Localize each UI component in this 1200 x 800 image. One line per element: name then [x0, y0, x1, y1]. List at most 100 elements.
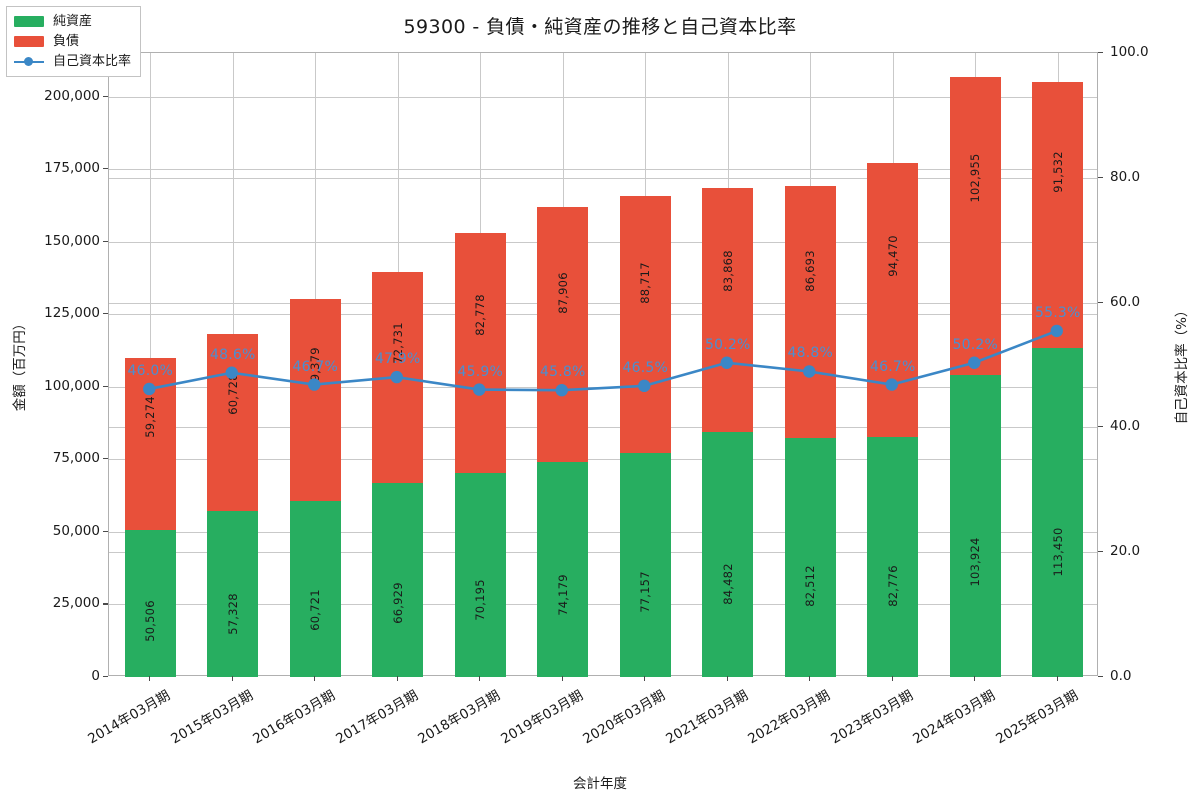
gridline-horizontal [109, 604, 1097, 606]
y-axis-tick-label-right: 20.0 [1110, 543, 1141, 560]
bar-value-label-liability: 88,717 [638, 262, 653, 304]
bar-segment-equity[interactable] [619, 453, 671, 677]
legend-item[interactable]: 純資産 [14, 13, 131, 30]
bar-segment-equity[interactable] [124, 530, 176, 677]
gridline-horizontal-right [109, 177, 1097, 179]
ratio-value-label: 50.2% [952, 336, 998, 353]
gridline-horizontal [109, 314, 1097, 316]
x-axis-tickmark [561, 676, 563, 681]
bar-value-label-liability: 60,728 [225, 373, 240, 416]
ratio-value-label: 46.5% [622, 359, 668, 376]
y-axis-tickmark-left [103, 313, 108, 315]
y-axis-tick-label-left: 100,000 [44, 377, 100, 394]
bar-value-label-equity: 103,924 [968, 537, 983, 587]
x-axis-tick-label: 2019年03月期 [498, 687, 586, 748]
y-axis-tick-label-left: 75,000 [52, 450, 100, 467]
legend-item-label: 純資産 [53, 14, 93, 29]
bar-segment-equity[interactable] [1032, 347, 1084, 677]
y-axis-tick-label-right: 0.0 [1110, 668, 1132, 684]
bar-segment-liability[interactable] [372, 271, 424, 483]
gridline-horizontal [109, 96, 1097, 98]
ratio-value-label: 50.2% [705, 336, 751, 353]
bar-value-label-liability: 94,470 [885, 235, 900, 277]
y-axis-tick-label-right: 100.0 [1110, 44, 1149, 60]
ratio-value-label: 46.7% [870, 358, 916, 375]
y-axis-tick-label-left: 150,000 [44, 232, 100, 249]
y-axis-tick-label-right: 80.0 [1110, 168, 1141, 185]
ratio-value-label: 48.8% [787, 345, 833, 362]
bar-segment-equity[interactable] [454, 473, 506, 677]
x-axis-tickmark [1056, 676, 1058, 681]
y-axis-label-right: 自己資本比率（%） [1174, 303, 1190, 425]
legend-item[interactable]: 負債 [14, 33, 131, 50]
x-axis-tick-label: 2025年03月期 [993, 687, 1081, 748]
bar-value-label-equity: 50,506 [143, 600, 158, 643]
bar-segment-liability[interactable] [124, 358, 176, 531]
x-axis-tickmark [231, 676, 233, 681]
x-axis-tick-label: 2020年03月期 [580, 687, 669, 748]
y-axis-tick-label-left: 50,000 [52, 522, 100, 539]
y-axis-tickmark-left [103, 530, 108, 532]
y-axis-tickmark-right [1098, 676, 1103, 678]
gridline-horizontal [109, 459, 1097, 461]
bar-value-label-equity: 57,328 [225, 593, 240, 635]
x-axis-tickmark [314, 676, 316, 681]
y-axis-tick-label-left: 200,000 [44, 87, 100, 104]
bar-value-label-liability: 83,868 [720, 250, 735, 292]
x-axis-tickmark [396, 676, 398, 681]
bar-value-label-liability: 82,778 [473, 293, 488, 336]
x-axis-label: 会計年度 [573, 776, 627, 792]
gridline-horizontal-right [109, 427, 1097, 429]
y-axis-tick-label-left: 175,000 [44, 160, 100, 177]
bar-segment-equity[interactable] [289, 500, 341, 677]
chart-legend: 純資産負債自己資本比率 [6, 6, 142, 77]
y-axis-tickmark-right [1098, 301, 1103, 303]
y-axis-tick-label-right: 60.0 [1110, 293, 1141, 310]
y-axis-tickmark-left [103, 603, 108, 605]
ratio-value-label: 45.8% [540, 364, 586, 381]
bar-segment-equity[interactable] [207, 510, 259, 677]
x-axis-tickmark [149, 676, 151, 681]
y-axis-tickmark-left [103, 240, 108, 242]
y-axis-tickmark-right [1098, 176, 1103, 178]
y-axis-tickmark-left [103, 385, 108, 387]
x-axis-tick-label: 2024年03月期 [910, 687, 999, 748]
bar-value-label-liability: 86,693 [803, 250, 818, 293]
bar-segment-liability[interactable] [537, 206, 589, 462]
bar-segment-liability[interactable] [949, 76, 1001, 376]
legend-item[interactable]: 自己資本比率 [14, 53, 131, 70]
bar-segment-liability[interactable] [289, 299, 341, 501]
bar-segment-liability[interactable] [619, 195, 671, 454]
bar-segment-equity[interactable] [867, 436, 919, 677]
y-axis-tickmark-left [103, 676, 108, 678]
x-axis-tickmark [809, 676, 811, 681]
bar-segment-liability[interactable] [1032, 82, 1084, 348]
y-axis-tickmark-right [1098, 52, 1103, 54]
gridline-horizontal [109, 531, 1097, 533]
y-axis-tick-label-right: 40.0 [1110, 418, 1141, 435]
bar-segment-liability[interactable] [784, 185, 836, 438]
bar-segment-equity[interactable] [372, 482, 424, 677]
legend-line-marker-icon [14, 56, 44, 67]
bar-segment-liability[interactable] [454, 233, 506, 474]
ratio-value-label: 47.9% [375, 351, 421, 368]
y-axis-tickmark-left [103, 95, 108, 97]
legend-swatch-icon [14, 16, 44, 27]
x-axis-tickmark [974, 676, 976, 681]
y-axis-tick-label-left: 25,000 [52, 595, 100, 612]
x-axis-tickmark [891, 676, 893, 681]
ratio-value-label: 55.3% [1035, 304, 1081, 321]
y-axis-tickmark-left [103, 168, 108, 170]
x-axis-tick-label: 2021年03月期 [663, 687, 751, 748]
bar-value-label-liability: 87,906 [555, 272, 570, 315]
bar-value-label-equity: 82,776 [885, 564, 900, 607]
y-axis-tickmark-right [1098, 551, 1103, 553]
bar-segment-equity[interactable] [949, 375, 1001, 677]
bar-value-label-liability: 59,274 [143, 396, 158, 438]
bar-segment-equity[interactable] [702, 431, 754, 677]
bar-segment-liability[interactable] [867, 162, 919, 437]
bar-segment-equity[interactable] [537, 461, 589, 677]
bar-segment-equity[interactable] [784, 437, 836, 677]
bar-segment-liability[interactable] [702, 188, 754, 432]
bar-value-label-equity: 74,179 [555, 574, 570, 616]
